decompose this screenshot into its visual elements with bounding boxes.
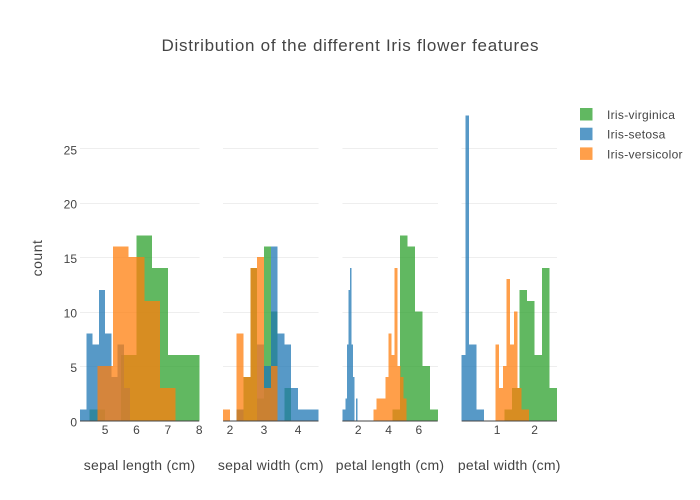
svg-text:4: 4 [385, 423, 392, 437]
svg-text:Iris-versicolor: Iris-versicolor [607, 147, 683, 161]
svg-text:Distribution of the different: Distribution of the different Iris flowe… [162, 36, 540, 55]
svg-text:petal width (cm): petal width (cm) [458, 457, 561, 473]
svg-text:20: 20 [64, 198, 78, 212]
svg-text:15: 15 [64, 252, 78, 266]
svg-text:petal length (cm): petal length (cm) [336, 457, 445, 473]
svg-text:25: 25 [64, 143, 78, 157]
svg-text:sepal width (cm): sepal width (cm) [218, 457, 324, 473]
svg-text:7: 7 [165, 423, 172, 437]
svg-text:4: 4 [295, 423, 302, 437]
svg-text:8: 8 [196, 423, 203, 437]
svg-text:6: 6 [415, 423, 422, 437]
svg-text:2: 2 [531, 423, 538, 437]
svg-text:3: 3 [261, 423, 268, 437]
svg-text:1: 1 [494, 423, 501, 437]
svg-text:0: 0 [70, 415, 77, 429]
svg-text:Iris-virginica: Iris-virginica [607, 108, 675, 122]
svg-text:5: 5 [102, 423, 109, 437]
svg-text:count: count [29, 240, 45, 277]
svg-text:5: 5 [70, 361, 77, 375]
svg-text:Iris-setosa: Iris-setosa [607, 128, 666, 142]
svg-text:2: 2 [227, 423, 234, 437]
svg-text:10: 10 [64, 307, 78, 321]
svg-text:sepal length (cm): sepal length (cm) [84, 457, 196, 473]
svg-text:2: 2 [355, 423, 362, 437]
svg-text:6: 6 [133, 423, 140, 437]
